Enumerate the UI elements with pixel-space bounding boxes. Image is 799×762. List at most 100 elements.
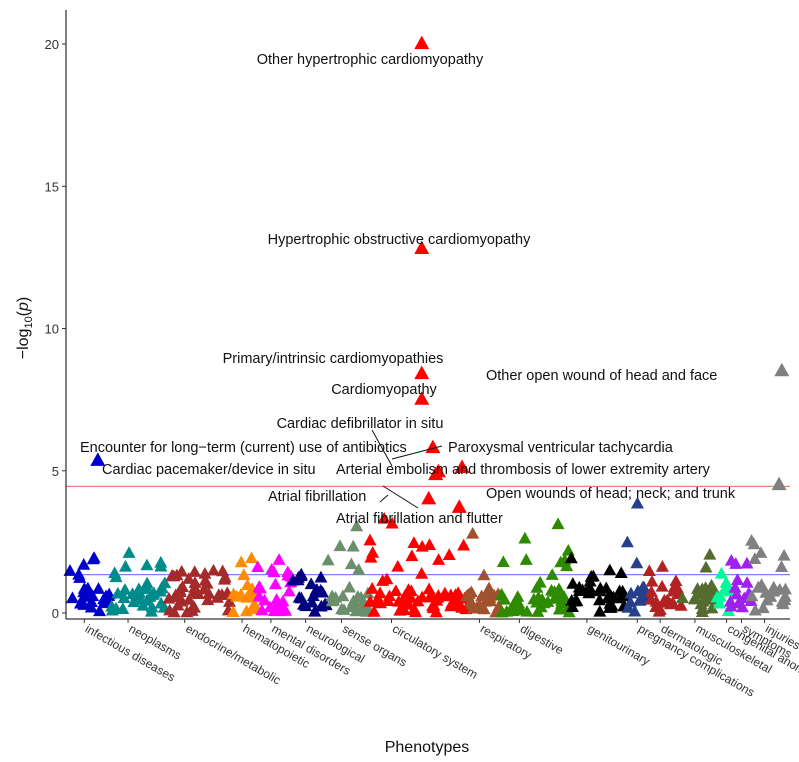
data-point <box>748 603 762 616</box>
data-point <box>728 581 742 593</box>
data-point <box>620 535 634 548</box>
data-point <box>442 548 456 560</box>
data-point <box>756 601 770 614</box>
data-point <box>669 574 683 587</box>
highlighted-point <box>414 365 430 380</box>
data-point <box>449 593 463 606</box>
data-point <box>754 546 768 558</box>
highlighted-point <box>430 463 446 478</box>
data-point <box>624 586 638 599</box>
data-point <box>226 605 240 618</box>
data-point <box>719 576 733 588</box>
highlighted-point <box>451 499 467 513</box>
data-point <box>239 604 253 617</box>
data-point <box>730 587 744 600</box>
data-point <box>108 566 122 579</box>
data-point <box>173 585 187 598</box>
data-point <box>305 595 319 608</box>
highlighted-point <box>414 391 430 405</box>
annotation-label: Hypertrophic obstructive cardiomyopathy <box>268 232 531 248</box>
annotation-label: Atrial fibrillation <box>268 489 366 505</box>
data-point <box>554 555 568 568</box>
data-point <box>561 543 575 556</box>
x-category-label: endocrine/metabolic <box>183 621 283 687</box>
annotation-leaders <box>371 429 443 509</box>
highlighted-point <box>774 362 790 377</box>
data-point <box>415 539 429 552</box>
data-point <box>122 546 136 558</box>
x-category-label: circulatory system <box>390 621 480 681</box>
data-point <box>748 552 762 564</box>
data-point <box>565 600 579 613</box>
data-point <box>544 583 558 596</box>
data-point <box>422 582 436 595</box>
data-point <box>299 599 313 612</box>
data-point <box>483 590 497 603</box>
annotation-leader <box>379 494 389 503</box>
data-point <box>405 549 419 562</box>
data-point <box>365 581 379 594</box>
data-point <box>73 571 87 583</box>
data-point <box>778 582 792 595</box>
highlighted-point <box>771 476 787 491</box>
data-point <box>723 594 737 607</box>
data-point <box>530 581 544 593</box>
data-point <box>555 594 569 606</box>
annotation-label: Atrial fibrillation and flutter <box>336 511 503 527</box>
data-point <box>541 595 555 607</box>
data-point <box>77 558 91 570</box>
data-point <box>363 533 377 546</box>
y-axis: 0 5 10 15 20 <box>45 10 67 621</box>
data-point <box>674 599 688 611</box>
data-point <box>136 598 150 611</box>
data-point <box>117 591 131 603</box>
data-point <box>188 576 202 588</box>
data-point <box>201 593 215 606</box>
data-point <box>374 596 388 609</box>
data-point <box>695 605 709 618</box>
data-point <box>270 593 284 605</box>
points-layer <box>63 496 792 618</box>
annotation-label: Open wounds of head; neck; and trunk <box>486 486 736 502</box>
data-point <box>729 557 743 569</box>
data-point <box>565 593 579 606</box>
data-point <box>777 548 791 561</box>
data-point <box>84 595 98 608</box>
data-point <box>337 603 351 615</box>
data-point <box>218 570 232 583</box>
data-point <box>308 604 322 617</box>
y-tick-label: 0 <box>52 606 59 621</box>
data-point <box>222 595 236 607</box>
data-point <box>344 557 358 570</box>
data-point <box>603 563 617 576</box>
annotation-label: Other hypertrophic cardiomyopathy <box>257 52 484 68</box>
data-point <box>321 553 335 566</box>
data-point <box>740 576 754 588</box>
data-point <box>778 593 792 606</box>
data-point <box>398 589 412 602</box>
data-point <box>363 595 377 607</box>
data-point <box>512 596 526 609</box>
data-point <box>710 590 724 603</box>
data-point <box>171 598 185 611</box>
data-point <box>134 592 148 605</box>
svg-text:−log10(p): −log10(p) <box>15 297 35 360</box>
data-point <box>140 558 154 571</box>
data-point <box>583 574 597 587</box>
data-point <box>667 580 681 593</box>
data-point <box>333 539 347 552</box>
data-point <box>566 577 580 589</box>
data-point <box>119 559 133 572</box>
data-point <box>252 580 266 592</box>
data-point <box>518 531 532 544</box>
data-point <box>197 582 211 595</box>
data-point <box>255 603 269 616</box>
data-point <box>245 551 259 564</box>
highlighted-point <box>421 490 437 505</box>
data-point <box>111 586 125 599</box>
data-point <box>398 595 412 608</box>
data-point <box>188 565 202 577</box>
data-point <box>391 559 405 572</box>
data-point <box>291 573 305 586</box>
data-point <box>705 578 719 591</box>
